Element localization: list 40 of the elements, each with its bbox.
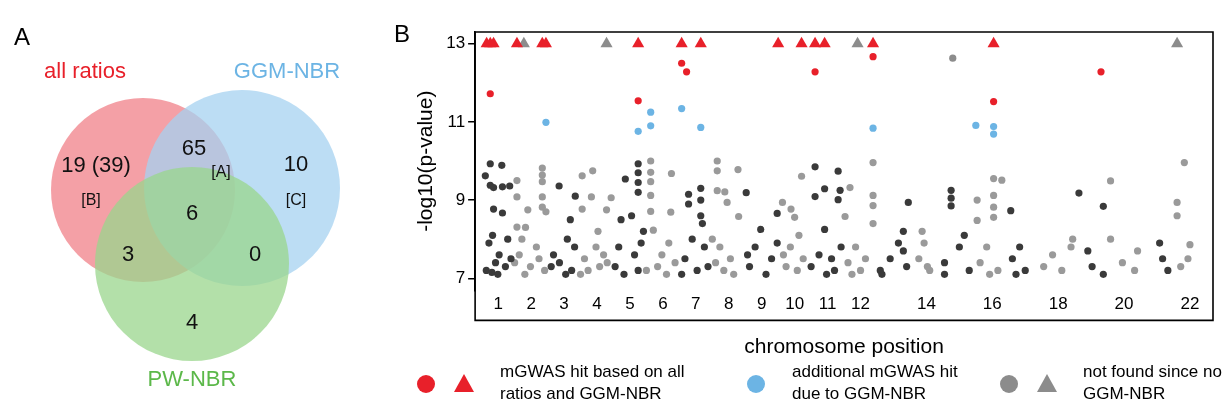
- x-tick-label: 6: [658, 294, 668, 314]
- x-tick-label: 3: [559, 294, 569, 314]
- x-tick-label: 10: [785, 294, 805, 314]
- x-tick-label: 16: [982, 294, 1002, 314]
- legend-label: PW-NBR: [147, 366, 237, 391]
- y-tick-label: 13: [446, 33, 466, 53]
- x-tick-label: 5: [625, 294, 635, 314]
- text: [C]: [285, 191, 307, 208]
- legend-label: all ratios: [44, 58, 126, 83]
- x-tick-label: 2: [526, 294, 536, 314]
- x-tick-label: 20: [1114, 294, 1134, 314]
- text: [A]: [211, 163, 231, 180]
- x-tick-label: 8: [724, 294, 734, 314]
- text: 0: [248, 241, 262, 266]
- text: 10: [283, 151, 309, 176]
- x-tick-label: 9: [756, 294, 767, 314]
- y-tick-label: 7: [455, 267, 466, 287]
- chart-title: B: [394, 20, 411, 48]
- x-tick-label: 14: [916, 294, 936, 314]
- text: [B]: [81, 191, 101, 208]
- text: 19 (39): [61, 152, 131, 177]
- y-tick-label: 9: [455, 189, 466, 209]
- x-tick-label: 22: [1180, 294, 1200, 314]
- legend-label: GGM-NBR: [233, 58, 341, 83]
- text: 65: [181, 135, 207, 160]
- x-tick-label: 1: [493, 294, 503, 314]
- text: A: [14, 23, 31, 50]
- x-axis-title: chromosome position: [744, 334, 944, 358]
- x-tick-label: 18: [1048, 294, 1068, 314]
- y-axis-title: -log10(p-value): [413, 90, 437, 232]
- text: 6: [185, 200, 199, 225]
- x-tick-label: 7: [691, 294, 701, 314]
- text: 3: [121, 241, 135, 266]
- x-tick-label: 11: [818, 294, 837, 314]
- x-tick-label: 4: [592, 294, 602, 314]
- legend-label: mGWAS hit based on all ratios and GGM-NBR: [500, 361, 686, 405]
- x-tick-label: 12: [851, 294, 870, 314]
- legend-label: additional mGWAS hit due to GGM-NBR: [792, 361, 959, 405]
- y-tick-label: 11: [447, 111, 466, 131]
- legend-label: not found since no GGM-NBR: [1083, 361, 1223, 405]
